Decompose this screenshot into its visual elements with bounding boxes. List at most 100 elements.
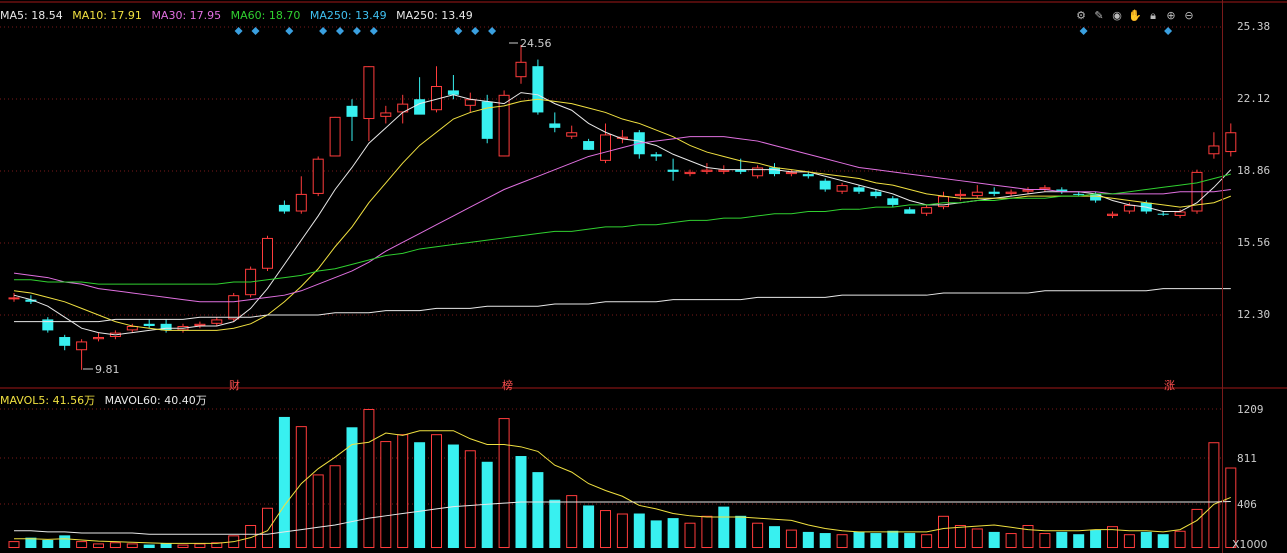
vol-legend-item: MAVOL60: 40.40万 bbox=[104, 394, 207, 407]
candle-body bbox=[1123, 204, 1135, 212]
volume-bar bbox=[143, 544, 155, 548]
volume-bar bbox=[921, 534, 933, 549]
ma-line-ma250 bbox=[14, 288, 1231, 323]
volume-bar bbox=[650, 520, 662, 548]
candle-body bbox=[295, 193, 307, 212]
volume-bar bbox=[583, 505, 595, 548]
candle-body bbox=[870, 191, 882, 197]
price-tick: 15.56 bbox=[1237, 236, 1271, 249]
volume-bar bbox=[802, 531, 814, 548]
candle-body bbox=[363, 66, 375, 120]
volume-tick: 406 bbox=[1237, 498, 1257, 511]
settings-icon[interactable]: ⚙ bbox=[1076, 9, 1086, 22]
candle-body bbox=[718, 169, 730, 172]
volume-bar bbox=[211, 542, 223, 549]
candle-body bbox=[1208, 145, 1220, 155]
event-diamond bbox=[1079, 27, 1088, 35]
low-price-label: 9.81 bbox=[95, 363, 120, 376]
candle-body bbox=[988, 191, 1000, 194]
volume-bar bbox=[1056, 531, 1068, 548]
candle-body bbox=[160, 323, 172, 331]
candle-body bbox=[600, 134, 611, 161]
candle-body bbox=[228, 295, 240, 320]
hand-icon[interactable]: ✋ bbox=[1128, 9, 1142, 22]
volume-bar bbox=[819, 533, 831, 548]
volume-bar bbox=[633, 513, 645, 548]
volume-bar bbox=[1005, 533, 1017, 549]
event-diamond bbox=[454, 27, 463, 35]
candle-body bbox=[143, 323, 155, 327]
volume-bar bbox=[1123, 534, 1135, 549]
volume-bar bbox=[245, 525, 257, 549]
zoom-out-icon[interactable]: ⊖ bbox=[1184, 9, 1194, 22]
candle-body bbox=[735, 169, 747, 172]
volume-bar bbox=[616, 513, 628, 548]
candle-body bbox=[498, 94, 510, 157]
event-marker[interactable]: 财 bbox=[229, 379, 240, 392]
candle-body bbox=[1225, 132, 1237, 153]
candle-body bbox=[802, 174, 814, 177]
eye-icon[interactable]: ◉ bbox=[1112, 9, 1122, 22]
volume-bar bbox=[1022, 525, 1034, 549]
volume-bar bbox=[752, 522, 764, 548]
volume-bar bbox=[76, 541, 88, 549]
candle-body bbox=[1022, 189, 1034, 192]
event-diamond bbox=[369, 27, 378, 35]
mavol-line-mavol60 bbox=[14, 501, 1231, 535]
candle-body bbox=[650, 154, 662, 157]
volume-bar bbox=[667, 518, 679, 548]
candle-body bbox=[380, 112, 392, 117]
volume-bar bbox=[1191, 508, 1203, 549]
price-axis: 25.38 22.12 18.86 15.56 12.30 1209 811 4… bbox=[1222, 0, 1287, 553]
volume-bar bbox=[93, 543, 104, 549]
volume-bar bbox=[8, 541, 20, 549]
volume-bar bbox=[447, 444, 459, 548]
candle-body bbox=[1056, 189, 1068, 192]
volume-bar bbox=[1039, 533, 1051, 549]
candle-body bbox=[954, 193, 966, 197]
candle-body bbox=[1174, 211, 1186, 216]
volume-bar bbox=[769, 526, 780, 548]
candle-body bbox=[769, 167, 780, 175]
candle-body bbox=[583, 141, 595, 150]
volume-bar bbox=[414, 442, 426, 548]
volume-bar bbox=[464, 450, 476, 548]
event-marker[interactable]: 涨 bbox=[1164, 379, 1175, 392]
volume-bar bbox=[59, 535, 71, 548]
volume-bar bbox=[785, 529, 797, 548]
candle-body bbox=[1157, 213, 1169, 215]
ma-legend-item: MA10: 17.91 bbox=[72, 9, 142, 22]
volume-bar bbox=[177, 544, 189, 548]
candle-body bbox=[481, 101, 493, 139]
volume-bar bbox=[1208, 442, 1220, 548]
candle-body bbox=[1073, 193, 1085, 195]
price-tick: 22.12 bbox=[1237, 92, 1271, 105]
lock-icon[interactable]: 🔒︎ bbox=[1150, 9, 1156, 22]
event-marker[interactable]: 榜 bbox=[502, 379, 513, 392]
pen-icon[interactable]: ✎ bbox=[1094, 9, 1104, 22]
candle-body bbox=[701, 169, 713, 172]
volume-bar bbox=[954, 525, 966, 549]
volume-bar bbox=[363, 409, 375, 548]
zoom-in-icon[interactable]: ⊕ bbox=[1166, 9, 1176, 22]
volume-legend: MAVOL5: 41.56万 MAVOL60: 40.40万 bbox=[0, 392, 213, 407]
volume-bar bbox=[887, 530, 899, 548]
volume-bar bbox=[1157, 534, 1169, 548]
event-diamond bbox=[285, 27, 294, 35]
volume-bar bbox=[25, 537, 37, 548]
volume-bar bbox=[735, 515, 747, 548]
event-diamond bbox=[471, 27, 480, 35]
volume-bar bbox=[836, 534, 848, 549]
candle-body bbox=[752, 167, 764, 177]
volume-tick: 1209 bbox=[1237, 403, 1264, 416]
ma-legend: MA5: 18.54 MA10: 17.91 MA30: 17.95 MA60:… bbox=[0, 9, 479, 23]
event-diamond bbox=[251, 27, 260, 35]
volume-bar bbox=[549, 499, 561, 548]
volume-bar bbox=[109, 542, 121, 549]
candle-body bbox=[921, 207, 933, 214]
volume-bar bbox=[1140, 531, 1152, 548]
candle-body bbox=[126, 326, 138, 331]
volume-bar bbox=[1107, 526, 1118, 549]
event-diamond bbox=[319, 27, 328, 35]
